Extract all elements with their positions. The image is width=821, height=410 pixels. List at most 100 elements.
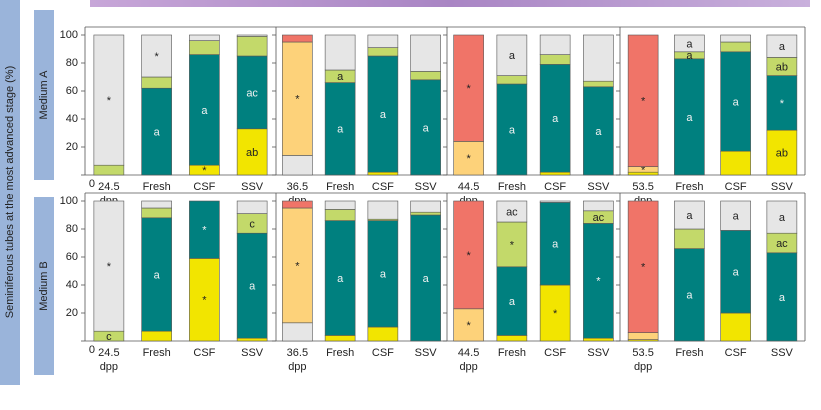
significance-note: * [553,308,558,320]
x-tick-label: CSF [372,181,394,193]
image-strip [90,0,810,7]
significance-note: a [552,113,559,125]
bar-segment [583,337,614,342]
bar-segment [410,79,441,176]
bar-segment [539,171,571,176]
bar-segment [189,258,220,342]
bar-segment [496,200,528,223]
bar-segment [539,64,571,173]
bar-segment [766,75,798,131]
y-tick-label: 60 [66,251,78,263]
bar-segment [324,82,356,176]
significance-note: a [423,273,430,285]
bar-segment [282,155,313,176]
significance-note: a [380,109,387,121]
significance-note: a [686,38,693,50]
row-label: Medium A [38,70,50,120]
x-tick-label: SSV [415,181,438,193]
x-tick-label: SSV [241,181,264,193]
bar-segment [539,54,571,65]
bar-segment [674,228,705,249]
significance-note: a [686,112,693,124]
x-tick-label: Fresh [498,181,526,193]
bar-segment [453,141,484,176]
bar-segment [189,54,220,166]
bar-segment [410,34,441,72]
bar-segment [141,207,172,219]
significance-note: * [466,83,471,95]
bar-segment [453,308,484,342]
bar-segment [453,200,484,310]
bar-segment [674,58,705,176]
bar-segment [282,34,313,43]
significance-note: a [509,50,516,62]
bar-segment [236,36,268,57]
x-tick-label: SSV [415,347,438,359]
significance-note: * [641,164,646,176]
y-tick-label: 40 [66,279,78,291]
significance-note: ab [776,148,788,160]
bar-segment [93,34,125,166]
bar-segment [324,209,356,221]
significance-note: * [466,153,471,165]
bar-segment [324,34,356,71]
bar-segment [189,34,220,41]
bar-segment [583,86,614,176]
significance-note: ac [776,238,788,250]
bar-segment [282,41,313,156]
bar-segment [367,171,399,176]
bar-segment [141,76,172,89]
row-band [34,10,54,180]
significance-note: a [779,212,786,224]
significance-note: * [466,320,471,332]
significance-note: a [779,292,786,304]
row-label: Medium B [38,261,50,311]
significance-note: a [337,71,344,83]
bar-segment [282,200,313,209]
bar-segment [496,266,528,336]
bar-segment [766,200,798,234]
significance-note: ac [246,87,258,99]
bar-segment [583,200,614,212]
bar-segment [93,164,125,176]
y-tick-label: 100 [60,195,78,207]
significance-note: * [202,295,207,307]
bar-segment [496,83,528,176]
significance-note: * [295,260,300,272]
bar-segment [367,47,399,57]
significance-note: a [779,41,786,53]
x-tick-label: CSF [193,347,215,359]
bar-segment [674,200,705,230]
x-tick-label: Fresh [675,181,703,193]
x-tick-label: Fresh [326,181,354,193]
significance-note: * [107,95,112,107]
bar-segment [324,220,356,336]
bar-segment [627,200,659,333]
significance-note: * [107,261,112,273]
y-tick-label: 80 [66,223,78,235]
significance-note: * [154,51,159,63]
bar-segment [583,80,614,88]
significance-note: a [337,273,344,285]
bar-segment [410,211,441,216]
significance-note: a [733,96,740,108]
significance-note: a [686,50,693,62]
significance-note: a [733,267,740,279]
bar-segment [539,284,571,342]
bar-segment [496,335,528,342]
significance-note: a [154,269,161,281]
significance-note: * [641,262,646,274]
bar-segment [410,200,441,213]
bar-segment [720,150,751,176]
bar-segment [141,217,172,332]
bar-segment [236,128,268,176]
x-tick-label: CSF [725,347,747,359]
bar-segment [141,87,172,176]
significance-note: ac [593,212,605,224]
bar-segment [720,51,751,152]
bar-segment [236,337,268,342]
